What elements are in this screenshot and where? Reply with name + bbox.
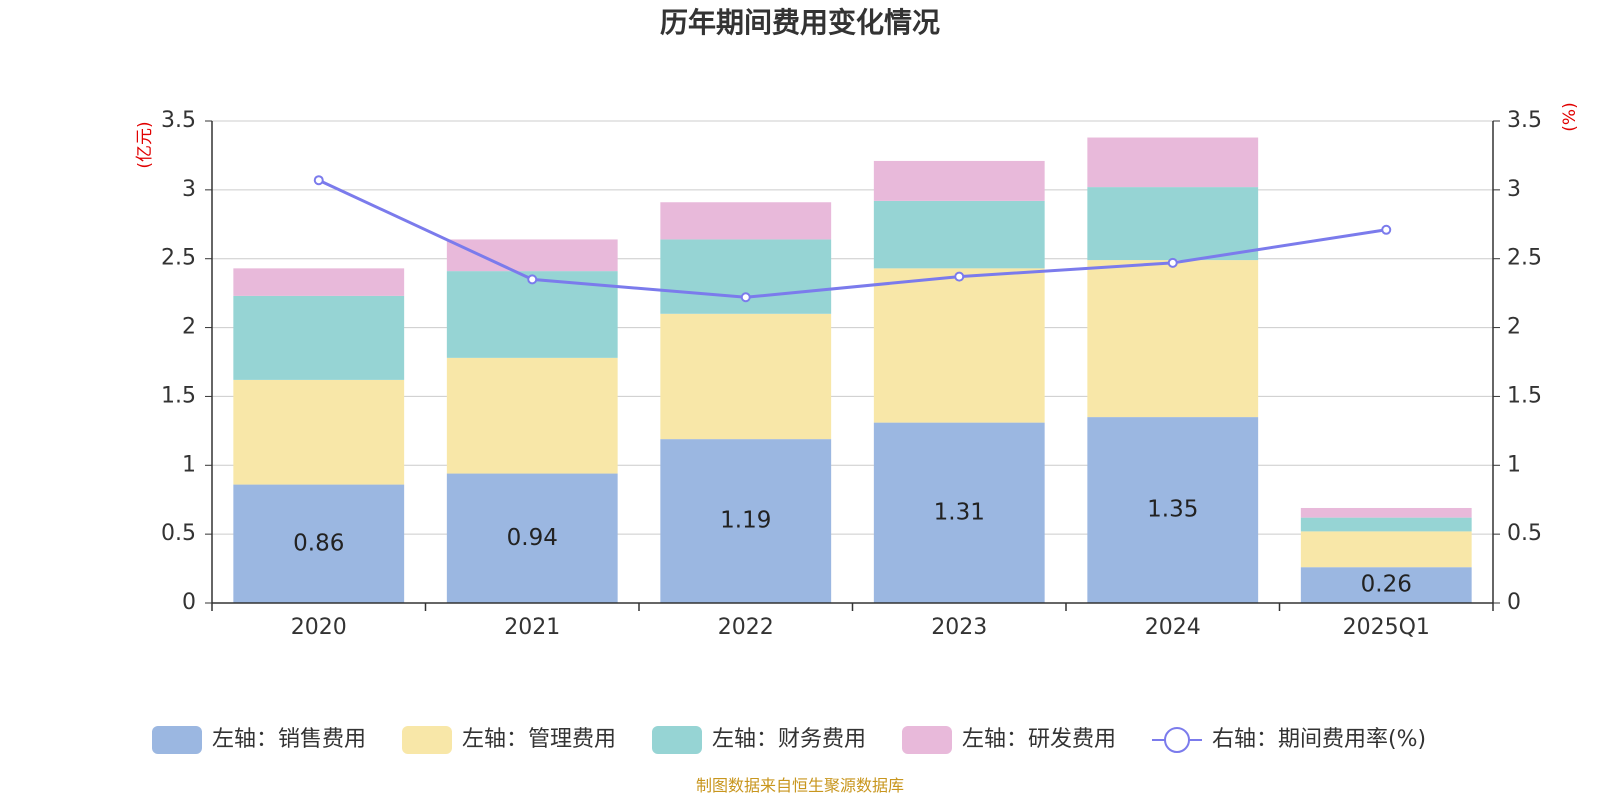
x-axis-tick-label: 2020 bbox=[291, 615, 347, 640]
rate-point bbox=[1381, 224, 1392, 235]
bar-segment bbox=[873, 160, 1045, 201]
left-axis-tick-label: 3 bbox=[182, 177, 196, 202]
x-axis-tick-label: 2022 bbox=[718, 615, 774, 640]
legend-label: 左轴：管理费用 bbox=[462, 727, 616, 752]
x-axis-tick-label: 2021 bbox=[504, 615, 560, 640]
bar-segment bbox=[873, 200, 1045, 269]
rate-line bbox=[318, 178, 1387, 299]
right-axis-tick-label: 2 bbox=[1507, 315, 1521, 340]
bar-segment bbox=[1087, 417, 1259, 603]
left-axis-tick-label: 0.5 bbox=[161, 521, 196, 546]
rate-point bbox=[740, 292, 751, 303]
rate-point bbox=[1167, 257, 1178, 268]
legend: 左轴：销售费用 左轴：管理费用 左轴：财务费用 左轴：研发费用 右轴：期间费用率(%) bbox=[152, 726, 1426, 754]
legend-label: 右轴：期间费用率(%) bbox=[1212, 727, 1426, 752]
axes-group: 0 0.5 1 1.5 2 2.5 3 3.5 0 0.5 1 1.5 2 2.5 3 3.5 2020 2021… bbox=[161, 108, 1542, 640]
bar-segment bbox=[660, 313, 832, 440]
legend-swatch bbox=[402, 726, 452, 754]
bar-segment bbox=[446, 473, 618, 603]
data-label: 0.94 bbox=[507, 525, 558, 551]
bar-segment bbox=[233, 484, 405, 603]
data-label: 0.86 bbox=[293, 530, 344, 556]
x-axis-tick-label: 2024 bbox=[1145, 615, 1201, 640]
legend-swatch bbox=[652, 726, 702, 754]
bar-segment bbox=[1300, 567, 1472, 603]
bar-segment bbox=[1087, 260, 1259, 418]
left-axis-unit: (亿元) bbox=[135, 121, 155, 168]
bar-segment bbox=[873, 268, 1045, 423]
data-label: 1.35 bbox=[1147, 497, 1198, 523]
legend-label: 左轴：研发费用 bbox=[962, 727, 1116, 752]
bar-segment bbox=[660, 202, 832, 240]
data-labels-group: 0.86 0.94 1.19 1.31 1.35 0.26 bbox=[293, 497, 1412, 598]
rate-line-group bbox=[313, 175, 1392, 303]
source-note: 制图数据来自恒生聚源数据库 bbox=[696, 776, 904, 795]
right-axis-tick-label: 3 bbox=[1507, 177, 1521, 202]
data-label: 1.31 bbox=[934, 499, 985, 525]
bar-segment bbox=[233, 268, 405, 296]
legend-label: 左轴：销售费用 bbox=[212, 727, 366, 752]
bar-segment bbox=[1300, 517, 1472, 532]
rate-point bbox=[527, 274, 538, 285]
bar-segment bbox=[873, 422, 1045, 603]
bar-segment bbox=[446, 357, 618, 474]
left-axis-tick-label: 1 bbox=[182, 452, 196, 477]
legend-label: 左轴：财务费用 bbox=[712, 727, 866, 752]
legend-circle-icon bbox=[1164, 727, 1190, 753]
bar-segment bbox=[233, 295, 405, 380]
bar-segment bbox=[1087, 187, 1259, 261]
data-label: 1.19 bbox=[720, 508, 771, 534]
right-axis-unit: (%) bbox=[1560, 102, 1580, 131]
bar-segment bbox=[660, 439, 832, 603]
x-axis-tick-label: 2023 bbox=[931, 615, 987, 640]
chart-title: 历年期间费用变化情况 bbox=[660, 6, 940, 39]
right-axis-tick-label: 0.5 bbox=[1507, 521, 1542, 546]
right-axis-tick-label: 2.5 bbox=[1507, 246, 1542, 271]
legend-swatch bbox=[902, 726, 952, 754]
x-axis-tick-label: 2025Q1 bbox=[1343, 615, 1430, 640]
data-label: 0.26 bbox=[1361, 572, 1412, 598]
gridlines bbox=[212, 120, 1493, 535]
left-axis-tick-label: 1.5 bbox=[161, 383, 196, 408]
left-axis-tick-label: 3.5 bbox=[161, 108, 196, 133]
bar-segment bbox=[660, 239, 832, 314]
right-axis-tick-label: 1 bbox=[1507, 452, 1521, 477]
bar-segment bbox=[233, 379, 405, 485]
rate-point bbox=[313, 175, 324, 186]
bar-segment bbox=[446, 239, 618, 272]
bar-segment bbox=[1300, 531, 1472, 568]
bar-segment bbox=[1300, 507, 1472, 518]
right-axis-tick-label: 1.5 bbox=[1507, 383, 1542, 408]
bar-segment bbox=[1087, 137, 1259, 188]
rate-point bbox=[954, 271, 965, 282]
left-axis-tick-label: 2.5 bbox=[161, 246, 196, 271]
bars-group bbox=[233, 137, 1472, 603]
left-axis-tick-label: 0 bbox=[182, 590, 196, 615]
right-axis-tick-label: 0 bbox=[1507, 590, 1521, 615]
left-axis-tick-label: 2 bbox=[182, 315, 196, 340]
legend-swatch bbox=[152, 726, 202, 754]
right-axis-tick-label: 3.5 bbox=[1507, 108, 1542, 133]
